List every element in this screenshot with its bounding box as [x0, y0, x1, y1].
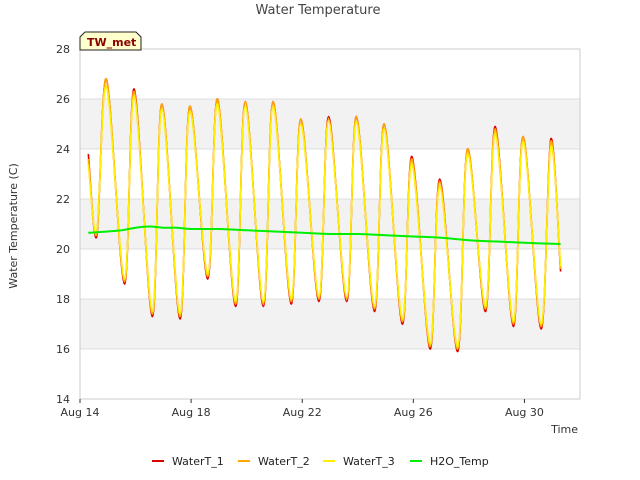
x-tick-label: Aug 30: [505, 406, 544, 419]
series-line-watert-3: [87, 85, 562, 348]
plot-frame: [79, 48, 581, 400]
series-line-h2o-temp: [88, 225, 561, 245]
y-tick-label: 14: [56, 393, 70, 406]
x-axis-ticks: Aug 14 Aug 18 Aug 22 Aug 26 Aug 30: [61, 399, 544, 419]
x-tick-label: Aug 18: [172, 406, 211, 419]
legend-label: WaterT_2: [258, 455, 310, 468]
y-tick-label: 26: [56, 93, 70, 106]
x-tick-label: Aug 26: [394, 406, 433, 419]
y-axis-ticks: 14 16 18 20 22 24 26 28: [56, 43, 70, 406]
x-tick-label: Aug 22: [283, 406, 322, 419]
legend-label: H2O_Temp: [430, 455, 489, 468]
y-tick-label: 22: [56, 193, 70, 206]
y-tick-label: 28: [56, 43, 70, 56]
y-axis-label: Water Temperature (C): [7, 163, 20, 288]
station-label: TW_met: [87, 36, 136, 49]
legend-label: WaterT_3: [343, 455, 395, 468]
legend: WaterT_1 WaterT_2 WaterT_3 H2O_Temp: [152, 455, 489, 468]
station-label-shape: [79, 31, 142, 51]
station-label-box: TW_met: [79, 31, 142, 51]
y-tick-label: 24: [56, 143, 70, 156]
x-axis-label: Time: [550, 423, 578, 436]
chart-title: Water Temperature: [256, 3, 381, 18]
y-tick-label: 20: [56, 243, 70, 256]
series-layer: [87, 78, 562, 353]
y-tick-label: 16: [56, 343, 70, 356]
x-tick-label: Aug 14: [61, 406, 100, 419]
background-band: [80, 299, 580, 349]
background-bands: [80, 99, 580, 349]
y-tick-label: 18: [56, 293, 70, 306]
legend-label: WaterT_1: [172, 455, 224, 468]
